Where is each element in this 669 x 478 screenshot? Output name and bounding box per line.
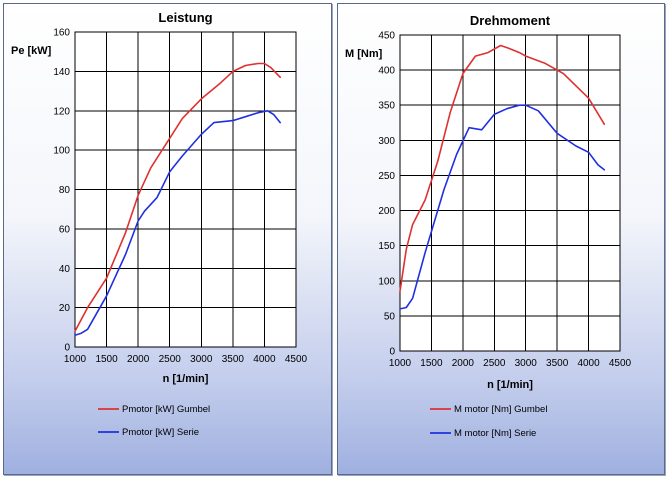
x-tick-label: 2000 — [127, 354, 150, 365]
legend-label-gumbel: M motor [Nm] Gumbel — [454, 404, 547, 415]
y-tick-label: 120 — [53, 106, 70, 117]
series-line-gumbel — [74, 62, 281, 333]
y-tick-label: 300 — [378, 136, 395, 147]
y-tick-label: 80 — [59, 185, 71, 196]
x-tick-label: 3000 — [190, 354, 213, 365]
y-axis-title: M [Nm] — [345, 48, 383, 60]
y-tick-label: 450 — [378, 31, 395, 42]
x-tick-label: 1000 — [64, 354, 87, 365]
y-tick-label: 350 — [378, 101, 395, 112]
series-line-gumbel — [399, 44, 606, 293]
x-tick-label: 2500 — [159, 354, 182, 365]
x-tick-label: 1500 — [420, 358, 443, 369]
legend-label-serie: M motor [Nm] Serie — [454, 428, 536, 439]
y-tick-label: 100 — [378, 276, 395, 287]
chart-title: Drehmoment — [470, 13, 551, 28]
x-tick-label: 4500 — [285, 354, 308, 365]
series-line-serie — [399, 104, 606, 310]
x-tick-label: 3000 — [515, 358, 538, 369]
y-tick-label: 50 — [384, 311, 396, 322]
y-tick-label: 0 — [389, 347, 395, 358]
chart-leistung: 1000 1500 2000 2500 3000 3500 4000 4500 0 20 40 60 8… — [11, 10, 308, 438]
x-tick-label: 2000 — [452, 358, 475, 369]
y-tick-label: 160 — [53, 28, 70, 39]
chart-title: Leistung — [158, 10, 212, 25]
x-tick-label: 4000 — [577, 358, 600, 369]
chart-drehmoment: 1000 1500 2000 2500 3000 3500 4000 4500 0 50 100 15… — [345, 13, 632, 439]
x-tick-label: 1000 — [389, 358, 412, 369]
x-tick-label: 2500 — [483, 358, 506, 369]
x-tick-label: 1500 — [95, 354, 118, 365]
chart-panel-leistung: 1000 1500 2000 2500 3000 3500 4000 4500 0 20 40 60 8… — [3, 3, 332, 475]
x-tick-label: 4500 — [609, 358, 632, 369]
x-axis-title: n [1/min] — [487, 379, 533, 391]
y-tick-label: 200 — [378, 206, 395, 217]
y-tick-label: 140 — [53, 67, 70, 78]
y-tick-label: 250 — [378, 171, 395, 182]
y-tick-label: 400 — [378, 66, 395, 77]
series-line-serie — [74, 110, 281, 336]
legend-label-serie: Pmotor [kW] Serie — [122, 427, 199, 438]
x-tick-label: 3500 — [546, 358, 569, 369]
y-tick-label: 0 — [64, 343, 70, 354]
plot-area — [399, 34, 621, 352]
chart-panel-drehmoment: 1000 1500 2000 2500 3000 3500 4000 4500 0 50 100 15… — [337, 3, 665, 475]
y-tick-label: 20 — [59, 303, 71, 314]
y-tick-label: 40 — [59, 264, 71, 275]
x-axis-title: n [1/min] — [163, 373, 209, 385]
y-tick-label: 150 — [378, 241, 395, 252]
x-tick-label: 3500 — [222, 354, 245, 365]
x-tick-label: 4000 — [253, 354, 276, 365]
y-tick-label: 100 — [53, 146, 70, 157]
legend-label-gumbel: Pmotor [kW] Gumbel — [122, 404, 210, 415]
y-tick-label: 60 — [59, 224, 71, 235]
y-axis-title: Pe [kW] — [11, 45, 52, 57]
